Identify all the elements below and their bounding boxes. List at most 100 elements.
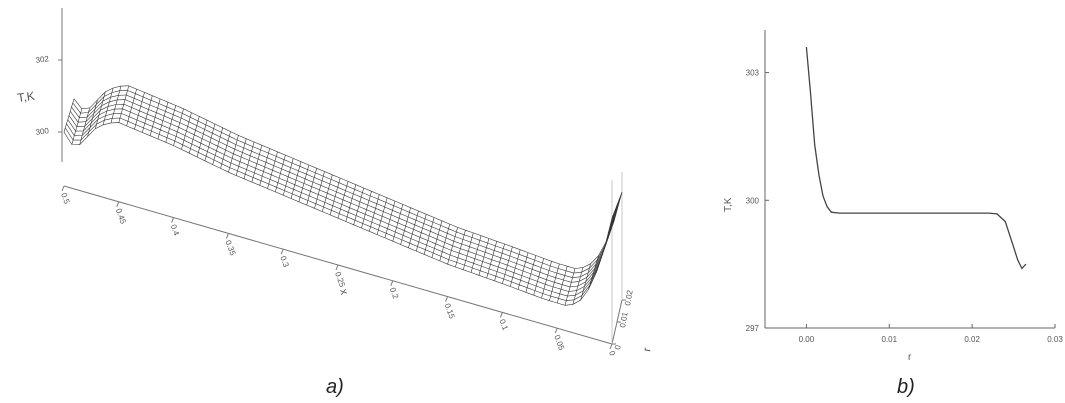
mesh-line-x	[259, 148, 270, 186]
surface-plot: 300302304 T,K 0.50.450.40.350.30.250.20.…	[16, 8, 654, 358]
mesh-line-x	[126, 89, 137, 126]
mesh-line-x	[400, 207, 411, 245]
mesh-line-x	[439, 224, 451, 261]
mesh-line-x	[541, 261, 552, 299]
mesh-line-x	[157, 102, 169, 140]
x-tick-label: 0.01	[881, 335, 897, 344]
z-axis-label: T,K	[16, 89, 35, 105]
mesh-line-x	[345, 184, 357, 222]
mesh-line-x	[181, 112, 192, 150]
mesh-line-x	[235, 138, 247, 176]
mesh-line-x	[322, 174, 333, 212]
x-tick-label: 0.03	[1047, 335, 1063, 344]
mesh-line-x	[596, 241, 607, 273]
mesh-line-x	[478, 238, 490, 276]
mesh-line-x	[486, 241, 497, 279]
mesh-line-x	[369, 194, 380, 232]
mesh-line-x	[525, 255, 537, 293]
x-axis-label: x	[337, 288, 350, 297]
mesh-line-x	[228, 135, 239, 173]
mesh-line-x	[564, 268, 576, 306]
mesh-line-x	[196, 120, 208, 158]
x-tick	[554, 328, 558, 334]
mesh-line-x	[470, 235, 482, 273]
mesh-line-x	[282, 158, 294, 196]
y-tick-label: 297	[746, 324, 760, 333]
mesh-line-x	[588, 255, 599, 290]
mesh-line-x	[329, 178, 341, 215]
line-plot: 297 300 303 0.00 0.01 0.02 0.03 T,K r	[723, 30, 1063, 363]
mesh-line-x	[447, 227, 458, 265]
x-tick	[609, 343, 613, 350]
mesh-line-x	[102, 87, 114, 125]
mesh-line-x	[165, 105, 177, 143]
x-tick	[335, 264, 339, 271]
surface-mesh	[63, 85, 623, 306]
mesh-line-x	[361, 191, 372, 229]
mesh-line-x	[134, 92, 145, 130]
mesh-line-x	[353, 187, 364, 225]
x-tick-label: 0.35	[224, 239, 238, 257]
x-tick-label: 0.5	[59, 192, 71, 206]
x-tick-label: 0.05	[552, 334, 566, 352]
x-tick	[390, 280, 394, 286]
mesh-line-x	[110, 86, 122, 123]
x-tick-label: 0.00	[799, 335, 815, 344]
r-tick-label: 0.02	[623, 289, 635, 306]
x-tick	[499, 312, 503, 318]
mesh-line-x	[220, 131, 231, 169]
mesh-line-x	[95, 91, 106, 129]
mesh-line-x	[384, 201, 396, 238]
x-tick-label: 0.15	[443, 302, 457, 320]
r-tick-label: 0.01	[618, 311, 630, 328]
mesh-line-x	[392, 204, 404, 242]
mesh-line-x	[431, 220, 443, 258]
mesh-line-x	[502, 246, 513, 284]
mesh-line-x	[118, 85, 130, 123]
mesh-line-x	[149, 98, 161, 136]
x-tick	[225, 233, 229, 239]
mesh-line-x	[267, 151, 278, 189]
mesh-line-x	[337, 181, 349, 219]
panel-label-b: b)	[897, 376, 915, 398]
mesh-line-x	[463, 232, 474, 270]
x-tick-label: 0.45	[114, 207, 128, 225]
x-tick-label: 0.4	[169, 223, 181, 237]
z-tick-label: 302	[35, 54, 50, 65]
mesh-line-x	[243, 141, 255, 179]
y-tick-label: 300	[746, 196, 760, 205]
mesh-line-x	[87, 99, 98, 137]
temperature-curve	[805, 46, 1027, 270]
y-tick-label: 303	[746, 69, 760, 78]
mesh-line-x	[509, 249, 521, 287]
mesh-line-x	[290, 161, 302, 199]
x-tick-label: 0.02	[964, 335, 980, 344]
mesh-line-x	[455, 230, 466, 268]
z-tick-label: 300	[35, 126, 50, 137]
mesh-line-x	[517, 252, 529, 290]
x-tick-label: 0.3	[278, 255, 290, 269]
x-tick	[61, 185, 65, 192]
x-tick-label: 0.25	[333, 271, 347, 289]
mesh-line-x	[423, 217, 435, 255]
x-tick	[280, 249, 284, 255]
x-axis-label: r	[908, 352, 912, 363]
mesh-line-x	[603, 220, 615, 250]
mesh-line-x	[611, 191, 623, 219]
r-tick-label: 0	[613, 344, 623, 350]
mesh-line-x	[142, 95, 153, 133]
panel-label-a: a)	[326, 376, 344, 398]
mesh-line-x	[556, 266, 568, 304]
mesh-line-x	[408, 210, 419, 248]
mesh-line-x	[314, 171, 325, 209]
mesh-line-x	[212, 127, 223, 165]
mesh-line-x	[204, 123, 216, 161]
mesh-line-x	[71, 108, 83, 145]
mesh-line-x	[298, 164, 310, 202]
y-axis-label: T,K	[723, 197, 734, 212]
mesh-line-x	[376, 197, 388, 235]
x-tick	[445, 296, 449, 302]
x-tick-label: 0	[607, 350, 617, 358]
mesh-line-x	[189, 116, 200, 154]
x-tick	[171, 217, 175, 223]
